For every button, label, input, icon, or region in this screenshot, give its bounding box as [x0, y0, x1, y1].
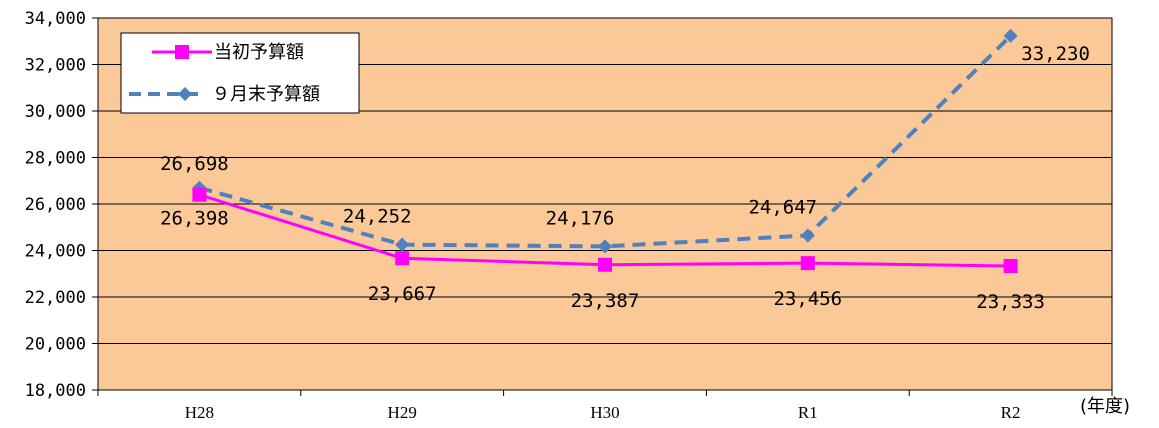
x-tick-label: H30 [590, 403, 619, 422]
series-1-point [1003, 28, 1018, 43]
series-1-point [395, 237, 410, 252]
legend-marker-series-0 [175, 45, 189, 59]
y-axis-ticks: 18,000 20,000 22,000 24,000 26,000 28,000 30,0… [25, 9, 98, 401]
x-tick-label: H28 [185, 403, 214, 422]
y-tick-label: 28,000 [25, 149, 86, 169]
x-tick-label: H29 [388, 403, 417, 422]
series-1-point [800, 228, 815, 243]
series-0-point [800, 256, 815, 271]
y-tick-label: 24,000 [25, 242, 86, 262]
legend-marker-series-1 [178, 87, 192, 101]
series-0-point [1003, 259, 1018, 274]
series-0-point [598, 257, 612, 272]
data-label-series-0: 23,387 [571, 290, 640, 312]
data-label-series-1: 33,230 [1021, 43, 1090, 65]
data-label-series-1: 26,698 [160, 153, 229, 175]
data-labels: 26,398 23,667 23,387 23,456 23,333 26,698 24,2… [160, 43, 1090, 313]
data-label-series-0: 23,667 [368, 283, 437, 305]
y-tick-label: 30,000 [25, 102, 86, 122]
data-label-series-0: 23,333 [976, 291, 1045, 313]
x-axis-ticks: H28 H29 H30 R1 R2 [97, 390, 1113, 422]
data-label-series-0: 26,398 [160, 208, 229, 230]
x-tick-label: R1 [798, 403, 818, 422]
y-tick-label: 20,000 [25, 335, 86, 355]
series-0-point [192, 187, 207, 202]
y-tick-label: 34,000 [25, 9, 86, 29]
y-tick-label: 22,000 [25, 288, 86, 308]
data-label-series-1: 24,252 [343, 206, 412, 228]
series-group [192, 28, 1018, 274]
x-tick-label: R2 [1001, 403, 1021, 422]
data-label-series-1: 24,647 [748, 196, 817, 218]
legend-box [120, 32, 360, 114]
legend-label-series-1: ９月末予算額 [212, 84, 320, 105]
data-label-series-0: 23,456 [773, 288, 842, 310]
gridlines [98, 64, 1112, 344]
legend: 当初予算額 ９月末予算額 [120, 32, 360, 114]
series-0-point [395, 251, 410, 266]
y-tick-label: 18,000 [25, 381, 86, 401]
legend-label-series-0: 当初予算額 [214, 42, 304, 63]
series-1-point [598, 239, 612, 254]
y-tick-label: 32,000 [25, 56, 86, 76]
data-label-series-1: 24,176 [546, 207, 615, 229]
y-tick-label: 26,000 [25, 195, 86, 215]
x-axis-unit-label: (年度) [1080, 396, 1130, 417]
